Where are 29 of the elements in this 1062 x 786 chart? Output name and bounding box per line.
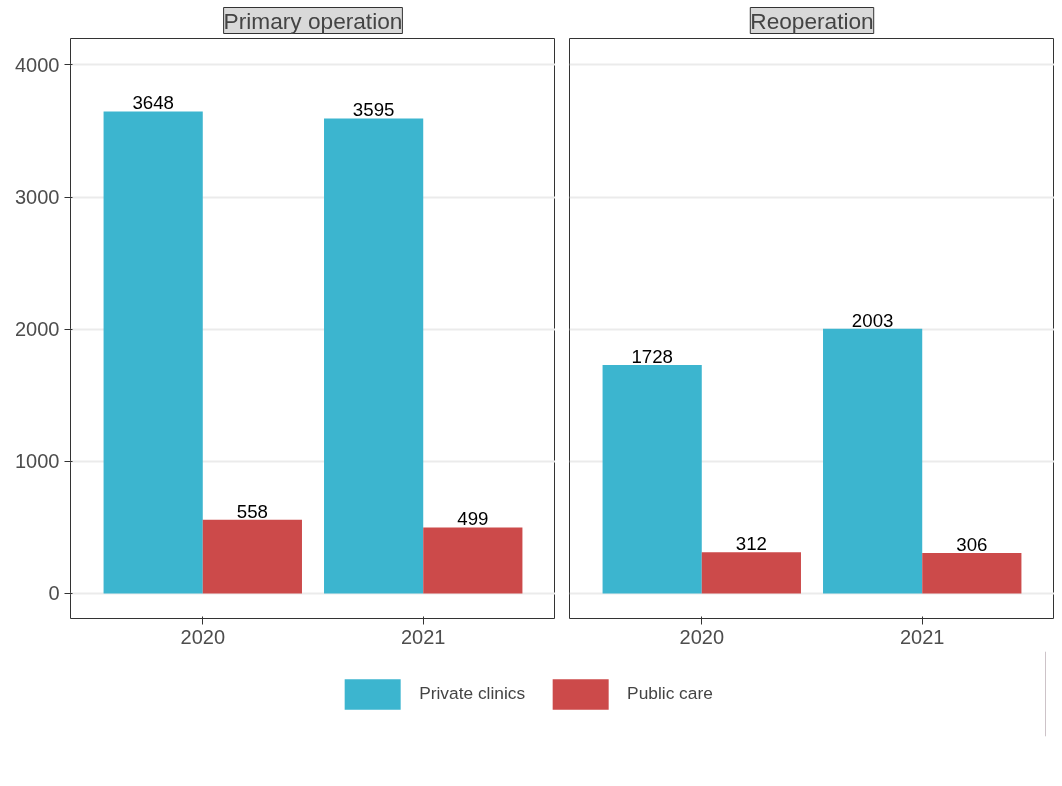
data-label: 3595 bbox=[352, 99, 395, 121]
data-label: 306 bbox=[956, 533, 988, 555]
x-tick-label: 2021 bbox=[899, 625, 945, 648]
data-label: 1728 bbox=[631, 346, 673, 368]
y-tick-label: 2000 bbox=[15, 318, 60, 341]
data-label: 499 bbox=[457, 508, 489, 530]
legend-label: Public care bbox=[627, 683, 713, 704]
chart-title: Primary operation bbox=[223, 7, 403, 34]
bar bbox=[922, 552, 1022, 594]
legend-label: Private clinics bbox=[419, 683, 526, 704]
data-label: 558 bbox=[236, 500, 268, 522]
x-tick-label: 2020 bbox=[679, 625, 725, 648]
bar bbox=[701, 552, 801, 594]
bar bbox=[602, 365, 702, 594]
x-tick-label: 2020 bbox=[180, 625, 226, 648]
bar bbox=[202, 519, 302, 594]
data-label: 312 bbox=[735, 533, 767, 555]
y-tick-label: 3000 bbox=[15, 186, 60, 209]
bar bbox=[103, 111, 203, 594]
data-label: 3648 bbox=[132, 92, 174, 114]
y-tick-label: 0 bbox=[48, 582, 60, 605]
bar bbox=[423, 527, 523, 594]
x-tick-label: 2021 bbox=[400, 625, 446, 648]
data-label: 2003 bbox=[851, 309, 894, 331]
bar bbox=[324, 118, 424, 594]
y-tick-label: 1000 bbox=[15, 450, 60, 473]
chart-title: Reoperation bbox=[750, 7, 874, 34]
y-tick-label: 4000 bbox=[15, 53, 60, 76]
bar bbox=[823, 328, 923, 594]
